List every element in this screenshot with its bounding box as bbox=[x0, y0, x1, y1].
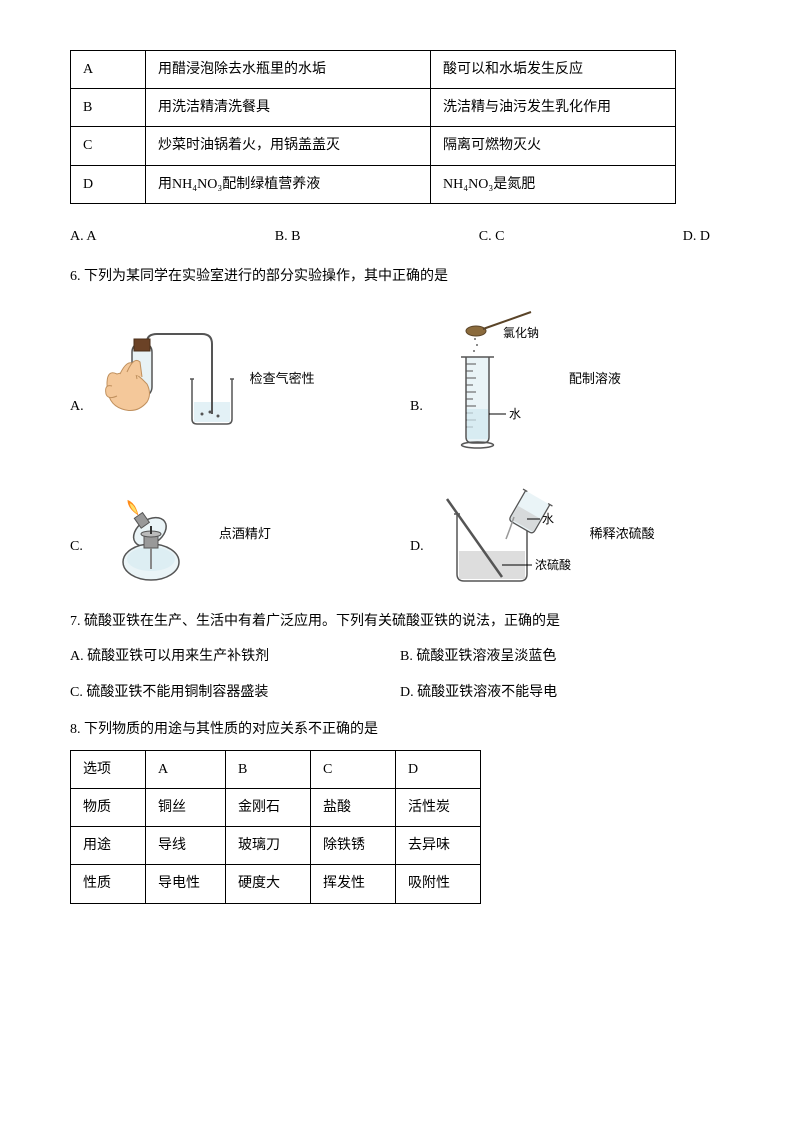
options-q7: A. 硫酸亚铁可以用来生产补铁剂 B. 硫酸亚铁溶液呈淡蓝色 C. 硫酸亚铁不能… bbox=[70, 644, 724, 704]
question-7: 7. 硫酸亚铁在生产、生活中有着广泛应用。下列有关硫酸亚铁的说法，正确的是 bbox=[70, 609, 724, 634]
cell: 玻璃刀 bbox=[226, 827, 311, 865]
diagram-b: B. 氯化钠 水 配制溶液 bbox=[410, 309, 690, 449]
question-8: 8. 下列物质的用途与其性质的对应关系不正确的是 bbox=[70, 717, 724, 742]
diagram-letter: D. bbox=[410, 534, 424, 559]
svg-text:水: 水 bbox=[509, 407, 521, 421]
diagram-label: 稀释浓硫酸 bbox=[590, 522, 655, 545]
cell: 炒菜时油锅着火，用锅盖盖灭 bbox=[146, 127, 431, 165]
cell: B bbox=[71, 89, 146, 127]
table-row: B 用洗洁精清洗餐具 洗洁精与油污发生乳化作用 bbox=[71, 89, 676, 127]
cell: 去异味 bbox=[396, 827, 481, 865]
diagram-label: 检查气密性 bbox=[250, 367, 315, 390]
cell: 导电性 bbox=[146, 865, 226, 903]
cell: C bbox=[311, 750, 396, 788]
cell: 除铁锈 bbox=[311, 827, 396, 865]
option-d: D. D bbox=[683, 224, 710, 249]
table-row: 物质 铜丝 金刚石 盐酸 活性炭 bbox=[71, 789, 481, 827]
cell: 选项 bbox=[71, 750, 146, 788]
cell: 用洗洁精清洗餐具 bbox=[146, 89, 431, 127]
table-row: 用途 导线 玻璃刀 除铁锈 去异味 bbox=[71, 827, 481, 865]
option-a: A. A bbox=[70, 224, 96, 249]
diagram-letter: A. bbox=[70, 394, 84, 419]
option-b: B. B bbox=[275, 224, 301, 249]
question-6: 6. 下列为某同学在实验室进行的部分实验操作，其中正确的是 bbox=[70, 264, 724, 289]
cell: A bbox=[146, 750, 226, 788]
alcohol-lamp-diagram-icon bbox=[91, 484, 211, 584]
table-q5: A 用醋浸泡除去水瓶里的水垢 酸可以和水垢发生反应 B 用洗洁精清洗餐具 洗洁精… bbox=[70, 50, 676, 204]
table-row: C 炒菜时油锅着火，用锅盖盖灭 隔离可燃物灭火 bbox=[71, 127, 676, 165]
cell: 硬度大 bbox=[226, 865, 311, 903]
option-a: A. 硫酸亚铁可以用来生产补铁剂 bbox=[70, 644, 360, 669]
option-c: C. C bbox=[479, 224, 505, 249]
cell: B bbox=[226, 750, 311, 788]
cell: D bbox=[71, 165, 146, 203]
cell: 物质 bbox=[71, 789, 146, 827]
cell: 洗洁精与油污发生乳化作用 bbox=[431, 89, 676, 127]
svg-text:水: 水 bbox=[542, 512, 554, 526]
svg-text:浓硫酸: 浓硫酸 bbox=[535, 557, 571, 572]
cell: 铜丝 bbox=[146, 789, 226, 827]
diagram-a: A. 检查气密性 bbox=[70, 309, 350, 449]
options-q5: A. A B. B C. C D. D bbox=[70, 224, 710, 249]
diagram-letter: B. bbox=[410, 394, 423, 419]
cell: 吸附性 bbox=[396, 865, 481, 903]
cell: 用途 bbox=[71, 827, 146, 865]
table-row: D 用NH₄NO₃配制绿植营养液 NH₄NO₃是氮肥 bbox=[71, 165, 676, 203]
dilute-acid-diagram-icon: 水 浓硫酸 bbox=[432, 479, 582, 589]
option-c: C. 硫酸亚铁不能用铜制容器盛装 bbox=[70, 680, 360, 705]
solution-prep-diagram-icon: 氯化钠 水 bbox=[431, 309, 561, 449]
diagram-c: C. 点酒精灯 bbox=[70, 479, 350, 589]
option-b: B. 硫酸亚铁溶液呈淡蓝色 bbox=[400, 644, 690, 669]
cell: D bbox=[396, 750, 481, 788]
diagram-label: 点酒精灯 bbox=[219, 522, 271, 545]
diagram-d: D. 水 浓硫酸 稀释浓硫酸 bbox=[410, 479, 690, 589]
table-row: A 用醋浸泡除去水瓶里的水垢 酸可以和水垢发生反应 bbox=[71, 51, 676, 89]
cell: 挥发性 bbox=[311, 865, 396, 903]
cell: 导线 bbox=[146, 827, 226, 865]
diagram-letter: C. bbox=[70, 534, 83, 559]
table-row: 选项 A B C D bbox=[71, 750, 481, 788]
cell: 活性炭 bbox=[396, 789, 481, 827]
cell: 用醋浸泡除去水瓶里的水垢 bbox=[146, 51, 431, 89]
table-row: 性质 导电性 硬度大 挥发性 吸附性 bbox=[71, 865, 481, 903]
cell: 盐酸 bbox=[311, 789, 396, 827]
diagram-label: 配制溶液 bbox=[569, 367, 621, 390]
cell: 性质 bbox=[71, 865, 146, 903]
table-q8: 选项 A B C D 物质 铜丝 金刚石 盐酸 活性炭 用途 导线 玻璃刀 除铁… bbox=[70, 750, 481, 904]
diagram-grid-q6: A. 检查气密性 B. 氯化钠 bbox=[70, 309, 724, 589]
cell: 用NH₄NO₃配制绿植营养液 bbox=[146, 165, 431, 203]
cell: A bbox=[71, 51, 146, 89]
cell: NH₄NO₃是氮肥 bbox=[431, 165, 676, 203]
cell: 酸可以和水垢发生反应 bbox=[431, 51, 676, 89]
option-d: D. 硫酸亚铁溶液不能导电 bbox=[400, 680, 690, 705]
svg-text:氯化钠: 氯化钠 bbox=[503, 325, 539, 340]
cell: 金刚石 bbox=[226, 789, 311, 827]
airtightness-diagram-icon bbox=[92, 324, 242, 434]
cell: C bbox=[71, 127, 146, 165]
cell: 隔离可燃物灭火 bbox=[431, 127, 676, 165]
